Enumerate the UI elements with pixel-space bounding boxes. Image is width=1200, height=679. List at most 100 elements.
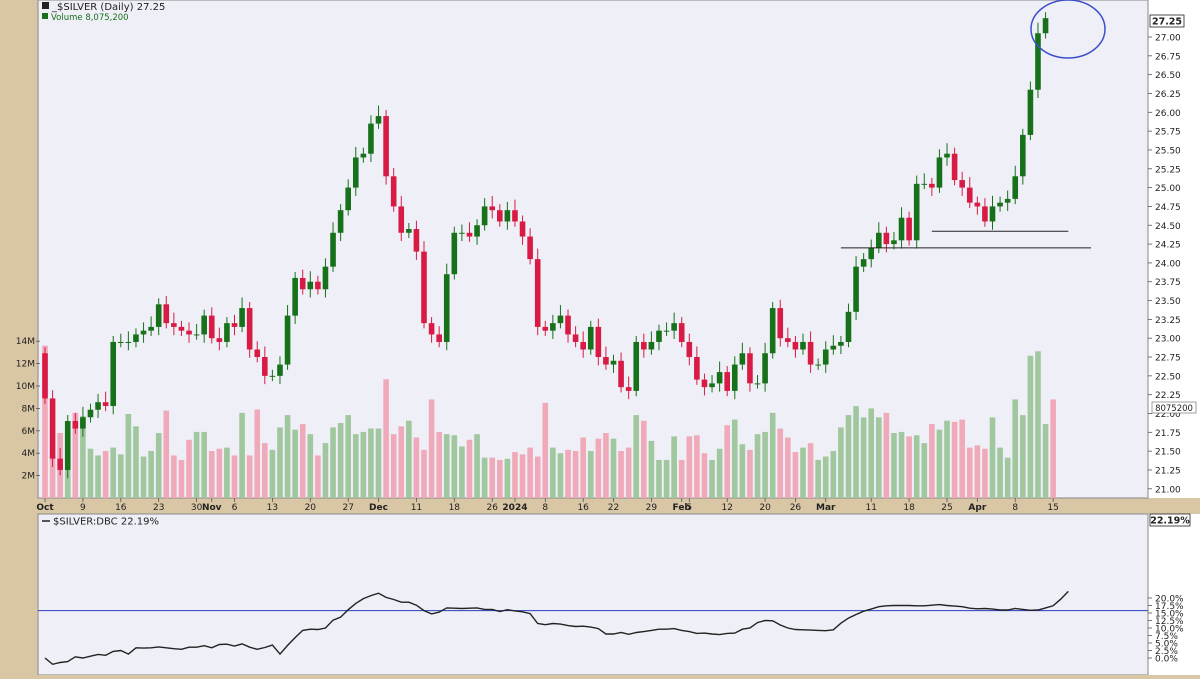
volume-bar bbox=[951, 421, 958, 498]
volume-bar bbox=[997, 447, 1003, 498]
ratio-chart-title: $SILVER:DBC 22.19% bbox=[53, 517, 159, 528]
volume-bar bbox=[731, 419, 738, 498]
volume-bar bbox=[663, 459, 670, 498]
volume-bar bbox=[572, 450, 579, 498]
candle-body bbox=[527, 236, 533, 260]
candle-body bbox=[171, 323, 177, 327]
volume-bar bbox=[118, 454, 124, 498]
candle-body bbox=[125, 341, 132, 343]
candle-body bbox=[443, 274, 450, 342]
volume-bar bbox=[716, 448, 723, 498]
volume-bar bbox=[239, 412, 245, 498]
volume-bar bbox=[299, 424, 306, 498]
candle-body bbox=[315, 281, 321, 290]
candle-body bbox=[724, 372, 730, 391]
candle-body bbox=[436, 334, 442, 342]
volume-bar bbox=[1020, 415, 1026, 498]
volume-bar bbox=[974, 445, 981, 498]
volume-bar bbox=[860, 417, 867, 498]
candle-body bbox=[368, 123, 374, 154]
volume-bar bbox=[694, 435, 700, 498]
price-tick-label: 23.75 bbox=[1155, 278, 1181, 288]
volume-bar bbox=[481, 457, 488, 498]
candle-body bbox=[133, 334, 139, 342]
candle-body bbox=[421, 251, 427, 324]
candle-body bbox=[519, 221, 526, 237]
volume-bar bbox=[178, 459, 185, 498]
candle-body bbox=[284, 315, 291, 365]
candle-body bbox=[951, 153, 958, 181]
date-tick-label: 2024 bbox=[502, 503, 527, 513]
volume-bar bbox=[754, 434, 761, 498]
volume-bar bbox=[398, 426, 405, 498]
volume-readout-tag bbox=[1151, 401, 1197, 414]
volume-bar bbox=[375, 428, 382, 498]
date-tick-label: 11 bbox=[865, 503, 876, 513]
ratio-tick-label: 7.5% bbox=[1155, 632, 1178, 642]
candle-body bbox=[330, 232, 336, 267]
volume-bar bbox=[42, 345, 48, 498]
candle-body bbox=[239, 308, 245, 327]
volume-bar bbox=[512, 452, 518, 498]
volume-bar bbox=[557, 453, 564, 498]
volume-bar bbox=[929, 424, 935, 498]
candle-body bbox=[87, 409, 94, 418]
price-tick-label: 22.75 bbox=[1155, 354, 1181, 364]
price-tick-label: 24.75 bbox=[1155, 203, 1181, 213]
candle-body bbox=[891, 240, 897, 245]
volume-bar bbox=[747, 449, 753, 498]
candle-body bbox=[489, 206, 496, 211]
candle-body bbox=[815, 364, 821, 366]
volume-bar bbox=[565, 449, 571, 498]
ratio-legend: $SILVER:DBC 22.19% bbox=[42, 517, 159, 528]
volume-bar bbox=[853, 406, 859, 498]
volume-bar bbox=[315, 455, 321, 498]
candle-body bbox=[1042, 18, 1049, 34]
candle-body bbox=[921, 183, 928, 185]
volume-bar bbox=[186, 439, 192, 498]
candle-body bbox=[853, 266, 859, 312]
volume-bar bbox=[701, 453, 708, 498]
volume-tick-label: 12M bbox=[16, 360, 35, 370]
candle-body bbox=[337, 210, 344, 233]
volume-bar bbox=[913, 435, 920, 498]
candle-body bbox=[534, 259, 541, 327]
volume-bar bbox=[815, 459, 821, 498]
candle-body bbox=[262, 357, 268, 376]
date-tick-label: 6 bbox=[232, 503, 238, 513]
volume-bar bbox=[527, 447, 533, 498]
date-tick-label: 20 bbox=[759, 503, 771, 513]
candle-body bbox=[550, 323, 556, 331]
ratio-tick-label: 0.0% bbox=[1155, 655, 1178, 665]
volume-bar bbox=[428, 399, 435, 498]
ratio-axis: 20.0%17.5%15.0%12.5%10.0%7.5%5.0%2.5%0.0… bbox=[1148, 595, 1184, 665]
volume-bar bbox=[807, 443, 814, 498]
volume-legend-label: Volume 8,075,200 bbox=[51, 13, 129, 23]
volume-bar bbox=[822, 456, 829, 498]
date-tick-label: 20 bbox=[305, 503, 317, 513]
candle-body bbox=[1027, 89, 1034, 135]
volume-bar bbox=[1042, 424, 1049, 498]
volume-bar bbox=[959, 419, 965, 498]
volume-bar bbox=[595, 438, 602, 498]
volume-readout-value: 8075200 bbox=[1155, 404, 1193, 414]
date-tick-label: 9 bbox=[80, 503, 86, 513]
candle-body bbox=[694, 357, 700, 380]
ratio-tick-label: 15.0% bbox=[1155, 610, 1184, 620]
last-price-value: 27.25 bbox=[1152, 17, 1182, 28]
candle-body bbox=[936, 157, 943, 188]
price-tick-label: 24.25 bbox=[1155, 241, 1181, 251]
date-tick-label: 25 bbox=[941, 503, 952, 513]
volume-bar bbox=[489, 457, 496, 498]
volume-legend-swatch bbox=[42, 13, 48, 19]
candlesticks bbox=[42, 12, 1049, 479]
volume-bar bbox=[330, 427, 336, 498]
candle-body bbox=[352, 157, 359, 188]
volume-bar bbox=[201, 431, 207, 498]
volume-bar bbox=[125, 414, 132, 498]
volume-bar bbox=[641, 420, 647, 498]
volume-bar bbox=[443, 434, 450, 498]
ratio-tick-label: 2.5% bbox=[1155, 647, 1178, 657]
candle-body bbox=[224, 323, 230, 342]
